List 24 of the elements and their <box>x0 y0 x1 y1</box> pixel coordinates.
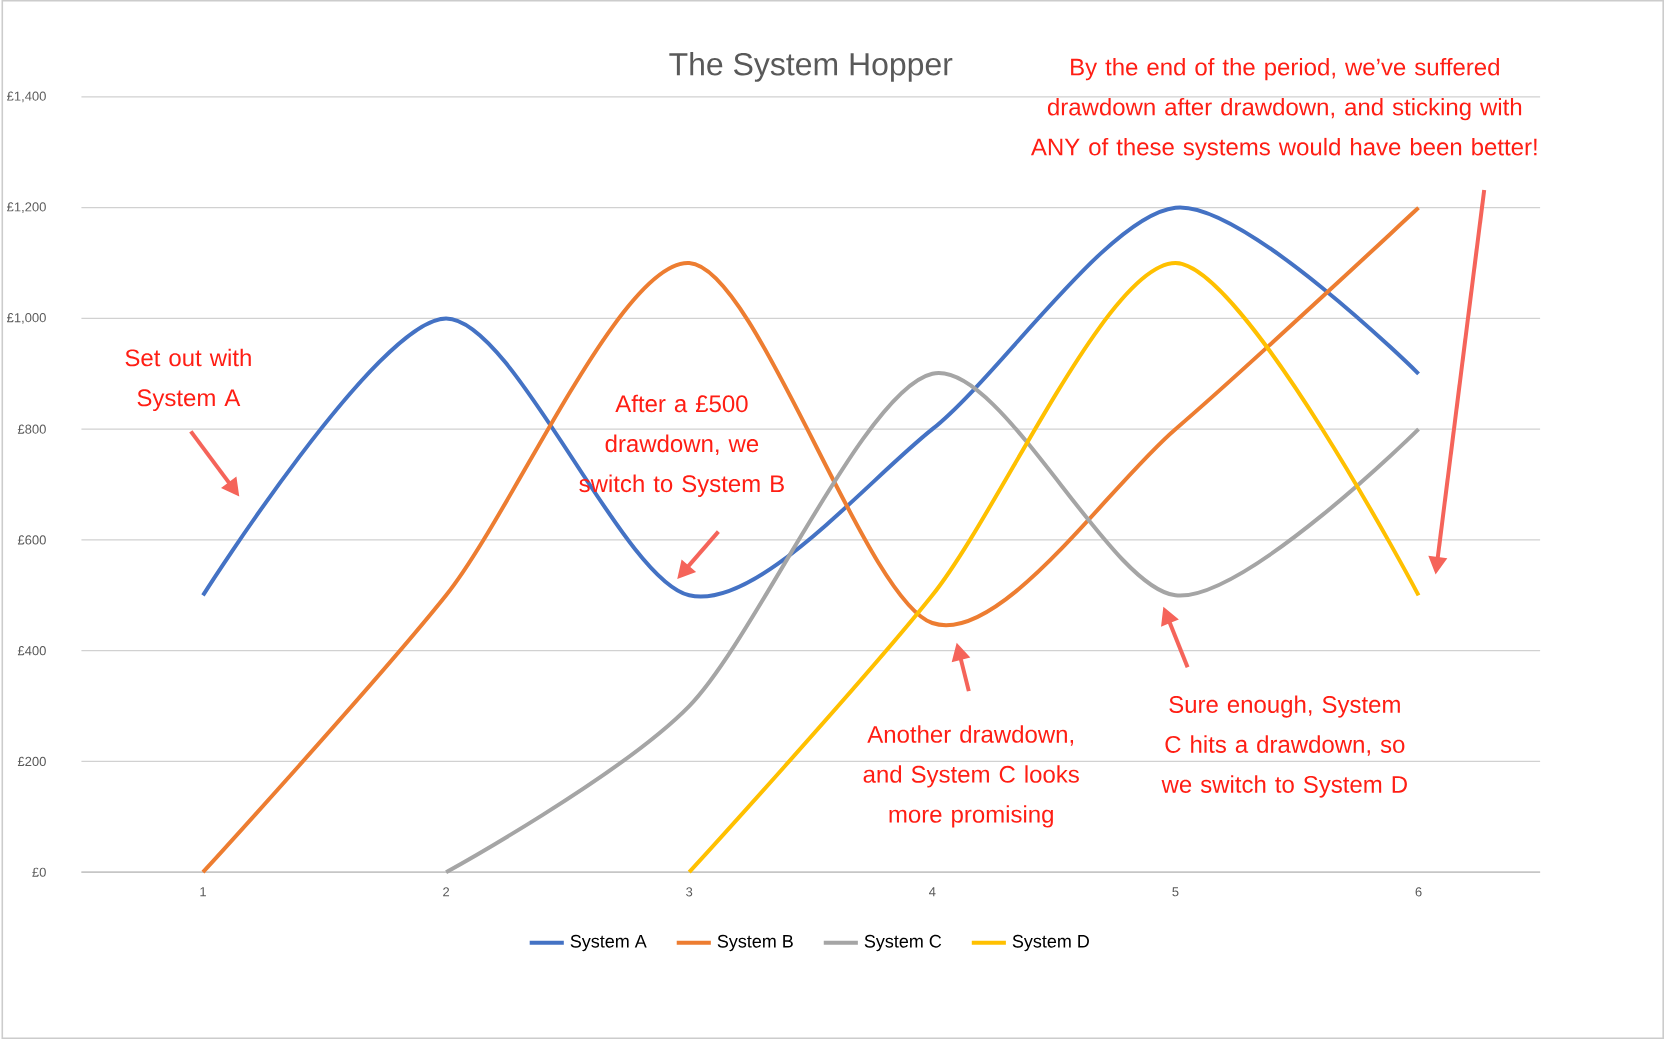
chart-title: The System Hopper <box>669 52 953 82</box>
y-tick-label: £1,000 <box>7 313 46 324</box>
x-tick-label: 1 <box>200 887 206 897</box>
y-tick-label: £0 <box>32 867 46 877</box>
y-tick-label: £200 <box>17 756 46 767</box>
x-tick-label: 6 <box>1415 887 1422 897</box>
legend-label: System B <box>717 934 793 952</box>
legend-label: System D <box>1012 934 1089 952</box>
x-tick-label: 5 <box>1172 887 1179 897</box>
annotation: Another drawdown, and System C looks more promising <box>863 725 1079 828</box>
annotation: By the end of the period, we’ve suffered drawdown after drawdown, and sticking with ANY of these systems would have been better! <box>1030 57 1537 161</box>
legend-label: System C <box>864 934 942 952</box>
legend-label: System A <box>570 934 647 952</box>
annotation: Sure enough, System C hits a drawdown, so we switch to System D <box>1161 695 1407 798</box>
x-tick-label: 4 <box>929 887 936 897</box>
y-tick-label: £1,200 <box>7 202 46 213</box>
y-tick-label: £400 <box>17 646 46 656</box>
y-tick-label: £800 <box>17 424 46 434</box>
y-tick-label: £600 <box>17 535 46 545</box>
annotation: Set out with System A <box>125 348 251 412</box>
y-tick-label: £1,400 <box>7 91 46 103</box>
line-series <box>444 371 1421 875</box>
x-tick-label: 2 <box>443 887 450 897</box>
x-tick-label: 3 <box>686 887 693 897</box>
